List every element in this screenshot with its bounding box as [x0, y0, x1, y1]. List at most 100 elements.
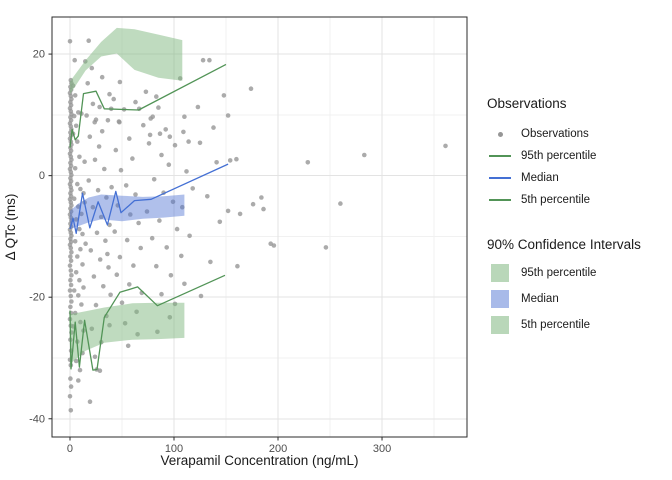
observation-point — [77, 226, 82, 232]
line-median — [69, 163, 229, 235]
observation-point — [72, 239, 78, 244]
observation-point — [138, 245, 143, 251]
observation-point — [101, 284, 106, 289]
observation-point — [93, 302, 99, 308]
green-swatch-icon — [487, 264, 513, 282]
observation-point — [90, 204, 96, 210]
observation-point — [77, 367, 83, 373]
line-95th — [69, 63, 227, 148]
observation-point — [157, 131, 163, 136]
observation-point — [259, 195, 264, 200]
observation-point — [90, 101, 96, 107]
observation-point — [86, 178, 91, 183]
observation-point — [225, 208, 231, 214]
observation-point — [97, 104, 102, 110]
observation-point — [71, 113, 77, 119]
observation-point — [69, 299, 74, 304]
observation-point — [234, 156, 239, 162]
observation-point — [68, 254, 73, 259]
observation-point — [150, 114, 155, 119]
observation-point — [166, 162, 172, 167]
observation-point — [99, 74, 105, 80]
legend-item-label: 95th percentile — [521, 150, 597, 162]
observation-point — [103, 238, 108, 243]
observation-point — [68, 277, 73, 283]
observation-point — [156, 105, 161, 110]
observation-point — [73, 123, 79, 129]
observation-point — [154, 94, 159, 99]
observation-point — [124, 237, 130, 243]
ribbon-5th — [70, 302, 185, 365]
observation-point — [159, 152, 164, 158]
panel-background — [52, 17, 467, 437]
observation-point — [98, 214, 104, 220]
observation-point — [71, 196, 77, 201]
observation-point — [106, 265, 111, 270]
observation-point — [186, 139, 191, 144]
observation-point — [87, 134, 93, 139]
observation-point — [164, 245, 169, 250]
observation-point — [125, 343, 131, 349]
observation-point — [75, 254, 80, 259]
observation-point — [71, 288, 77, 293]
observation-point — [76, 378, 81, 383]
observation-point — [67, 288, 73, 293]
observation-point — [112, 229, 117, 234]
observation-point — [197, 140, 203, 146]
blue-line-key-icon — [487, 177, 513, 179]
observation-point — [174, 226, 180, 232]
observation-point — [72, 93, 78, 98]
blue-swatch-icon — [487, 290, 513, 308]
observation-point — [72, 57, 77, 63]
observation-point — [187, 233, 192, 239]
legend-item-95th-line: 95th percentile — [487, 145, 669, 167]
observation-point — [127, 136, 132, 141]
observation-point — [80, 231, 85, 237]
x-axis-title: Verapamil Concentration (ng/mL) — [160, 453, 358, 468]
observation-point — [133, 192, 138, 197]
observation-point — [107, 91, 112, 97]
observation-point — [84, 113, 89, 118]
observation-point — [235, 263, 240, 269]
observation-point — [154, 263, 159, 269]
observation-point — [92, 157, 98, 163]
observation-point — [248, 86, 254, 91]
observation-point — [163, 127, 168, 132]
observation-point — [117, 119, 122, 125]
x-tick-label: 200 — [269, 443, 287, 455]
observation-point — [143, 89, 149, 95]
y-tick-label: 20 — [33, 49, 45, 61]
observation-point — [94, 230, 100, 236]
observation-point — [146, 141, 152, 146]
legend-item-95th-ribbon: 95th percentile — [487, 260, 669, 286]
observation-point — [208, 259, 213, 265]
observation-point — [168, 273, 174, 278]
observation-point — [172, 142, 178, 148]
observation-point — [73, 270, 79, 275]
observation-point — [182, 114, 187, 119]
green-line-key-icon — [487, 155, 513, 157]
observation-point — [207, 57, 212, 63]
observation-point — [151, 177, 157, 182]
observation-point — [179, 253, 184, 259]
observation-point — [114, 272, 120, 278]
observation-point — [68, 268, 74, 273]
observation-point — [67, 394, 73, 399]
observation-point — [117, 254, 123, 260]
observation-point — [159, 291, 164, 297]
observation-point — [167, 134, 173, 139]
observation-point — [95, 187, 101, 193]
x-tick-label: 0 — [67, 443, 73, 455]
observation-point — [69, 273, 74, 278]
legend-item-median-line: Median — [487, 167, 669, 189]
observation-point — [88, 248, 94, 253]
observation-point — [68, 408, 74, 413]
observation-point — [147, 132, 153, 138]
observation-point — [79, 302, 84, 307]
x-tick-label: 300 — [373, 443, 391, 455]
observation-point — [77, 277, 82, 283]
observation-point — [76, 204, 81, 209]
observation-point — [68, 293, 74, 299]
